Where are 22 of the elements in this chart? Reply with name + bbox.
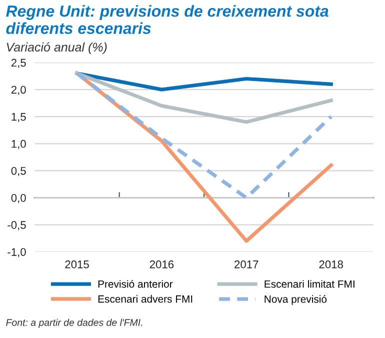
x-tick-label: 2017 xyxy=(234,260,258,268)
x-tick-label: 2016 xyxy=(150,260,174,268)
y-tick-label: 1,5 xyxy=(12,112,26,122)
y-tick-label: 2,0 xyxy=(11,86,26,96)
y-tick-label: 0,0 xyxy=(11,194,26,204)
y-tick-label: -1,0 xyxy=(8,248,26,258)
chart-subtitle: Variació anual (%) xyxy=(6,42,107,54)
y-tick-label: -0,5 xyxy=(8,221,26,230)
y-tick-label: 2,5 xyxy=(11,58,26,68)
y-tick-label: 1,0 xyxy=(12,140,26,150)
text: Font: a partir de dades de l'FMI. xyxy=(6,318,142,328)
x-tick-label: 2018 xyxy=(319,260,343,268)
line-series xyxy=(75,72,333,124)
legend-label: Nova previsió xyxy=(264,295,327,305)
legend-label: Previsió anterior xyxy=(98,280,173,288)
y-tick-label: 0,5 xyxy=(11,166,26,176)
line-series xyxy=(75,72,333,92)
x-tick-label: 2015 xyxy=(65,260,89,268)
legend-label: Escenari limitat FMI xyxy=(264,280,354,288)
line-series xyxy=(75,72,333,200)
chart-title: Regne Unit: previsions de creixement sota diferents escenaris xyxy=(6,5,328,34)
legend-label: Escenari advers FMI xyxy=(98,295,192,303)
